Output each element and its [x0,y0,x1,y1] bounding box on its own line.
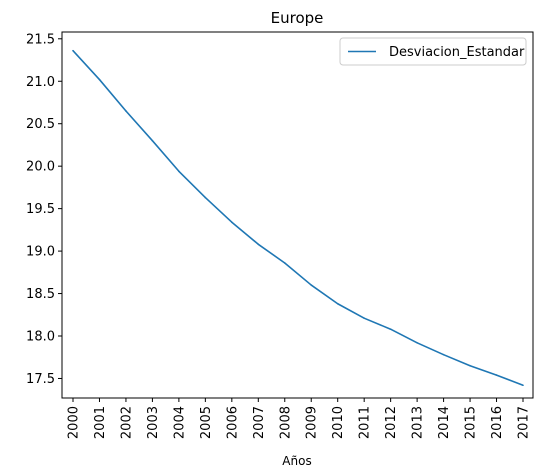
axes-frame [61,31,534,399]
x-tick-label: 2001 [93,406,108,439]
series-line-Desviacion_Estandar [72,50,524,387]
plot-area: 17.5 18.0 18.5 19.0 19.5 20.0 20.5 21.0 21.5 2000… [26,31,534,439]
x-tick-label: 2006 [225,406,240,439]
x-tick-label: 2002 [119,406,134,439]
x-tick-label: 2017 [517,406,532,439]
x-tick-label: 2003 [146,406,161,439]
x-tick-label: 2016 [490,406,505,439]
data-point [204,196,207,199]
y-tick-label: 17.5 [26,372,55,387]
y-tick-label: 19.0 [26,245,55,260]
data-point [363,317,365,319]
y-tick-label: 21.5 [26,32,55,47]
x-tick-label: 2000 [67,406,82,439]
y-tick-label: 20.0 [26,160,55,175]
data-point [442,353,445,356]
x-tick-label: 2012 [384,406,399,439]
x-tick-label: 2004 [172,406,187,439]
y-tick-label: 21.0 [26,75,55,90]
x-tick-label: 2014 [437,406,452,439]
data-point [416,342,418,344]
legend-label: Desviacion_Estandar [389,45,525,60]
x-tick-label: 2011 [358,406,373,439]
x-tick-label: 2007 [252,406,267,439]
data-point [469,364,471,367]
data-point [283,262,286,264]
x-tick-label: 2009 [305,406,320,439]
x-axis-label: Años [282,454,311,468]
x-tick-label: 2015 [464,406,479,439]
data-point [125,110,127,112]
data-point [495,374,498,376]
y-tick-label: 18.5 [26,287,55,302]
data-point [72,49,74,52]
x-tick-label: 2005 [199,406,214,439]
y-tick-label: 18.0 [26,330,55,345]
chart-title: Europe [271,9,324,27]
data-point [257,243,260,246]
data-point [310,284,313,286]
legend: Desviacion_Estandar [339,37,527,66]
y-tick-label: 20.5 [26,117,55,132]
data-point [98,78,101,81]
y-tick-label: 19.5 [26,202,55,217]
x-tick-label: 2013 [411,406,426,439]
x-tick-label: 2008 [278,406,293,439]
data-point [178,170,180,173]
data-point [151,139,154,142]
x-tick-label: 2010 [331,406,346,439]
data-point [336,302,339,305]
data-point [231,221,233,224]
legend-box [339,37,527,66]
data-point [522,384,524,387]
data-point [389,328,392,331]
